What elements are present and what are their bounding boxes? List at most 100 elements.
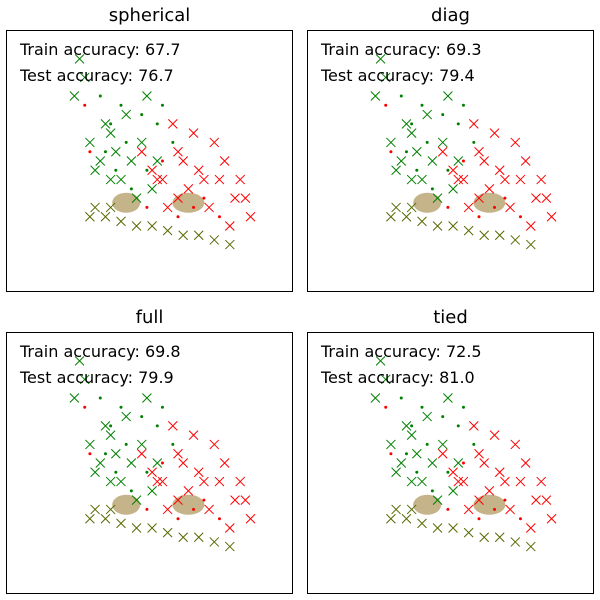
train-point-marker: [193, 165, 204, 176]
train-point-marker: [147, 467, 157, 478]
train-accuracy-label: Train accuracy: 67.7: [20, 40, 181, 59]
train-point-marker: [494, 532, 505, 543]
train-point-marker: [489, 128, 500, 138]
train-point-marker: [386, 439, 396, 450]
train-point-marker: [79, 72, 90, 83]
test-point-marker: [430, 489, 434, 493]
test-point-marker: [461, 405, 465, 409]
test-point-marker: [404, 150, 408, 154]
train-point-marker: [105, 202, 116, 213]
train-point-marker: [121, 411, 132, 422]
train-point-marker: [510, 439, 521, 450]
train-point-marker: [152, 156, 163, 166]
train-point-marker: [116, 476, 126, 487]
scatter-plot-tied: [370, 356, 557, 552]
train-point-marker: [453, 156, 464, 166]
gmm-component-ellipse: [473, 192, 506, 213]
train-point-marker: [178, 156, 189, 166]
test-point-marker: [399, 396, 403, 400]
train-point-marker: [406, 128, 417, 138]
test-point-marker: [518, 215, 522, 219]
test-point-marker: [145, 168, 149, 172]
train-point-marker: [188, 430, 199, 440]
train-point-marker: [448, 523, 458, 533]
train-point-marker: [422, 411, 433, 422]
test-point-marker: [446, 168, 450, 172]
gmm-component-ellipse: [473, 494, 506, 515]
train-point-marker: [463, 504, 474, 515]
gmm-component-ellipse: [413, 494, 442, 515]
train-point-marker: [505, 202, 515, 213]
train-point-marker: [437, 146, 448, 157]
test-point-marker: [389, 150, 393, 154]
train-point-marker: [427, 458, 438, 468]
train-point-marker: [85, 513, 95, 524]
train-point-marker: [209, 235, 220, 245]
train-point-marker: [531, 495, 541, 505]
train-point-marker: [85, 211, 95, 222]
train-point-marker: [463, 527, 474, 538]
test-point-marker: [410, 122, 414, 126]
train-point-marker: [224, 523, 235, 533]
train-point-marker: [204, 202, 214, 213]
train-point-marker: [500, 174, 510, 185]
train-point-marker: [484, 486, 495, 496]
train-point-marker: [453, 458, 464, 468]
test-point-marker: [114, 470, 118, 474]
train-point-marker: [240, 495, 251, 505]
train-point-marker: [157, 174, 168, 185]
train-point-marker: [380, 374, 391, 385]
train-point-marker: [214, 174, 225, 185]
train-point-marker: [173, 146, 183, 157]
train-point-marker: [183, 184, 194, 194]
train-point-marker: [386, 211, 396, 222]
train-point-marker: [489, 430, 500, 440]
train-point-marker: [245, 211, 256, 222]
train-point-marker: [224, 239, 235, 250]
train-point-marker: [147, 184, 157, 194]
test-point-marker: [171, 140, 175, 144]
train-point-marker: [494, 467, 505, 478]
train-point-marker: [458, 174, 469, 185]
test-point-marker: [160, 103, 164, 107]
train-point-marker: [520, 458, 531, 468]
test-point-marker: [145, 205, 149, 209]
train-point-marker: [443, 91, 453, 101]
test-point-marker: [140, 415, 144, 419]
train-point-marker: [90, 202, 100, 213]
test-point-marker: [171, 442, 175, 446]
train-point-marker: [116, 518, 126, 529]
train-point-marker: [147, 523, 157, 533]
train-point-marker: [474, 193, 484, 203]
train-point-marker: [546, 211, 557, 222]
train-point-marker: [214, 476, 225, 487]
scatter-plot-full: [69, 356, 256, 552]
train-point-marker: [432, 523, 443, 533]
train-point-marker: [224, 221, 235, 231]
train-point-marker: [126, 156, 137, 166]
train-point-marker: [474, 448, 484, 459]
train-point-marker: [510, 137, 521, 148]
train-point-marker: [443, 393, 453, 403]
train-point-marker: [152, 458, 163, 468]
train-point-marker: [224, 541, 235, 552]
train-point-marker: [147, 486, 157, 496]
train-point-marker: [173, 448, 183, 459]
train-point-marker: [494, 230, 505, 241]
test-point-marker: [441, 415, 445, 419]
test-point-marker: [404, 452, 408, 456]
train-point-marker: [105, 476, 116, 487]
test-point-marker: [176, 517, 180, 521]
train-point-marker: [126, 458, 137, 468]
train-point-marker: [152, 174, 163, 185]
train-point-marker: [167, 119, 178, 129]
train-point-marker: [178, 458, 189, 468]
train-point-marker: [209, 439, 220, 450]
train-point-marker: [525, 523, 536, 533]
train-point-marker: [406, 202, 417, 213]
gmm-component-ellipse: [112, 192, 141, 213]
train-point-marker: [437, 137, 448, 148]
train-point-marker: [474, 495, 484, 505]
train-point-marker: [199, 476, 209, 487]
test-point-marker: [472, 140, 476, 144]
